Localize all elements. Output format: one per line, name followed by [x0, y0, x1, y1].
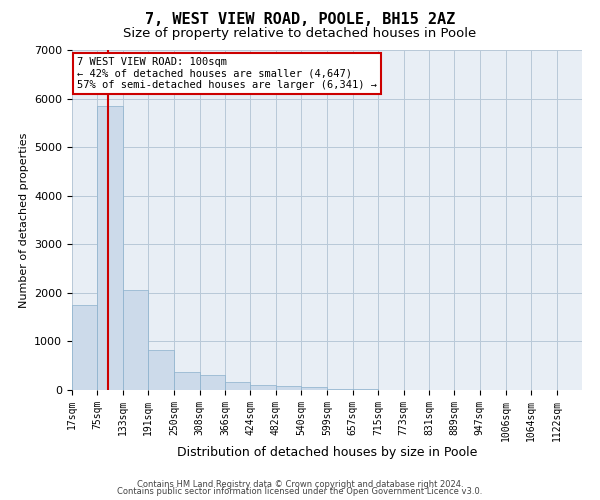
Text: 7 WEST VIEW ROAD: 100sqm
← 42% of detached houses are smaller (4,647)
57% of sem: 7 WEST VIEW ROAD: 100sqm ← 42% of detach…	[77, 57, 377, 90]
Bar	[301, 387, 327, 390]
Bar	[353, 389, 378, 390]
Bar	[250, 385, 276, 390]
Bar	[123, 290, 148, 390]
Text: Size of property relative to detached houses in Poole: Size of property relative to detached ho…	[124, 28, 476, 40]
Bar	[327, 389, 353, 390]
Text: Contains HM Land Registry data © Crown copyright and database right 2024.: Contains HM Land Registry data © Crown c…	[137, 480, 463, 489]
Bar	[174, 372, 200, 390]
Bar	[148, 350, 174, 390]
Text: Contains public sector information licensed under the Open Government Licence v3: Contains public sector information licen…	[118, 487, 482, 496]
Bar	[97, 106, 123, 390]
Bar	[200, 376, 225, 390]
Bar	[276, 386, 301, 390]
Y-axis label: Number of detached properties: Number of detached properties	[19, 132, 29, 308]
X-axis label: Distribution of detached houses by size in Poole: Distribution of detached houses by size …	[177, 446, 477, 460]
Text: 7, WEST VIEW ROAD, POOLE, BH15 2AZ: 7, WEST VIEW ROAD, POOLE, BH15 2AZ	[145, 12, 455, 28]
Bar	[72, 305, 97, 390]
Bar	[225, 382, 250, 390]
